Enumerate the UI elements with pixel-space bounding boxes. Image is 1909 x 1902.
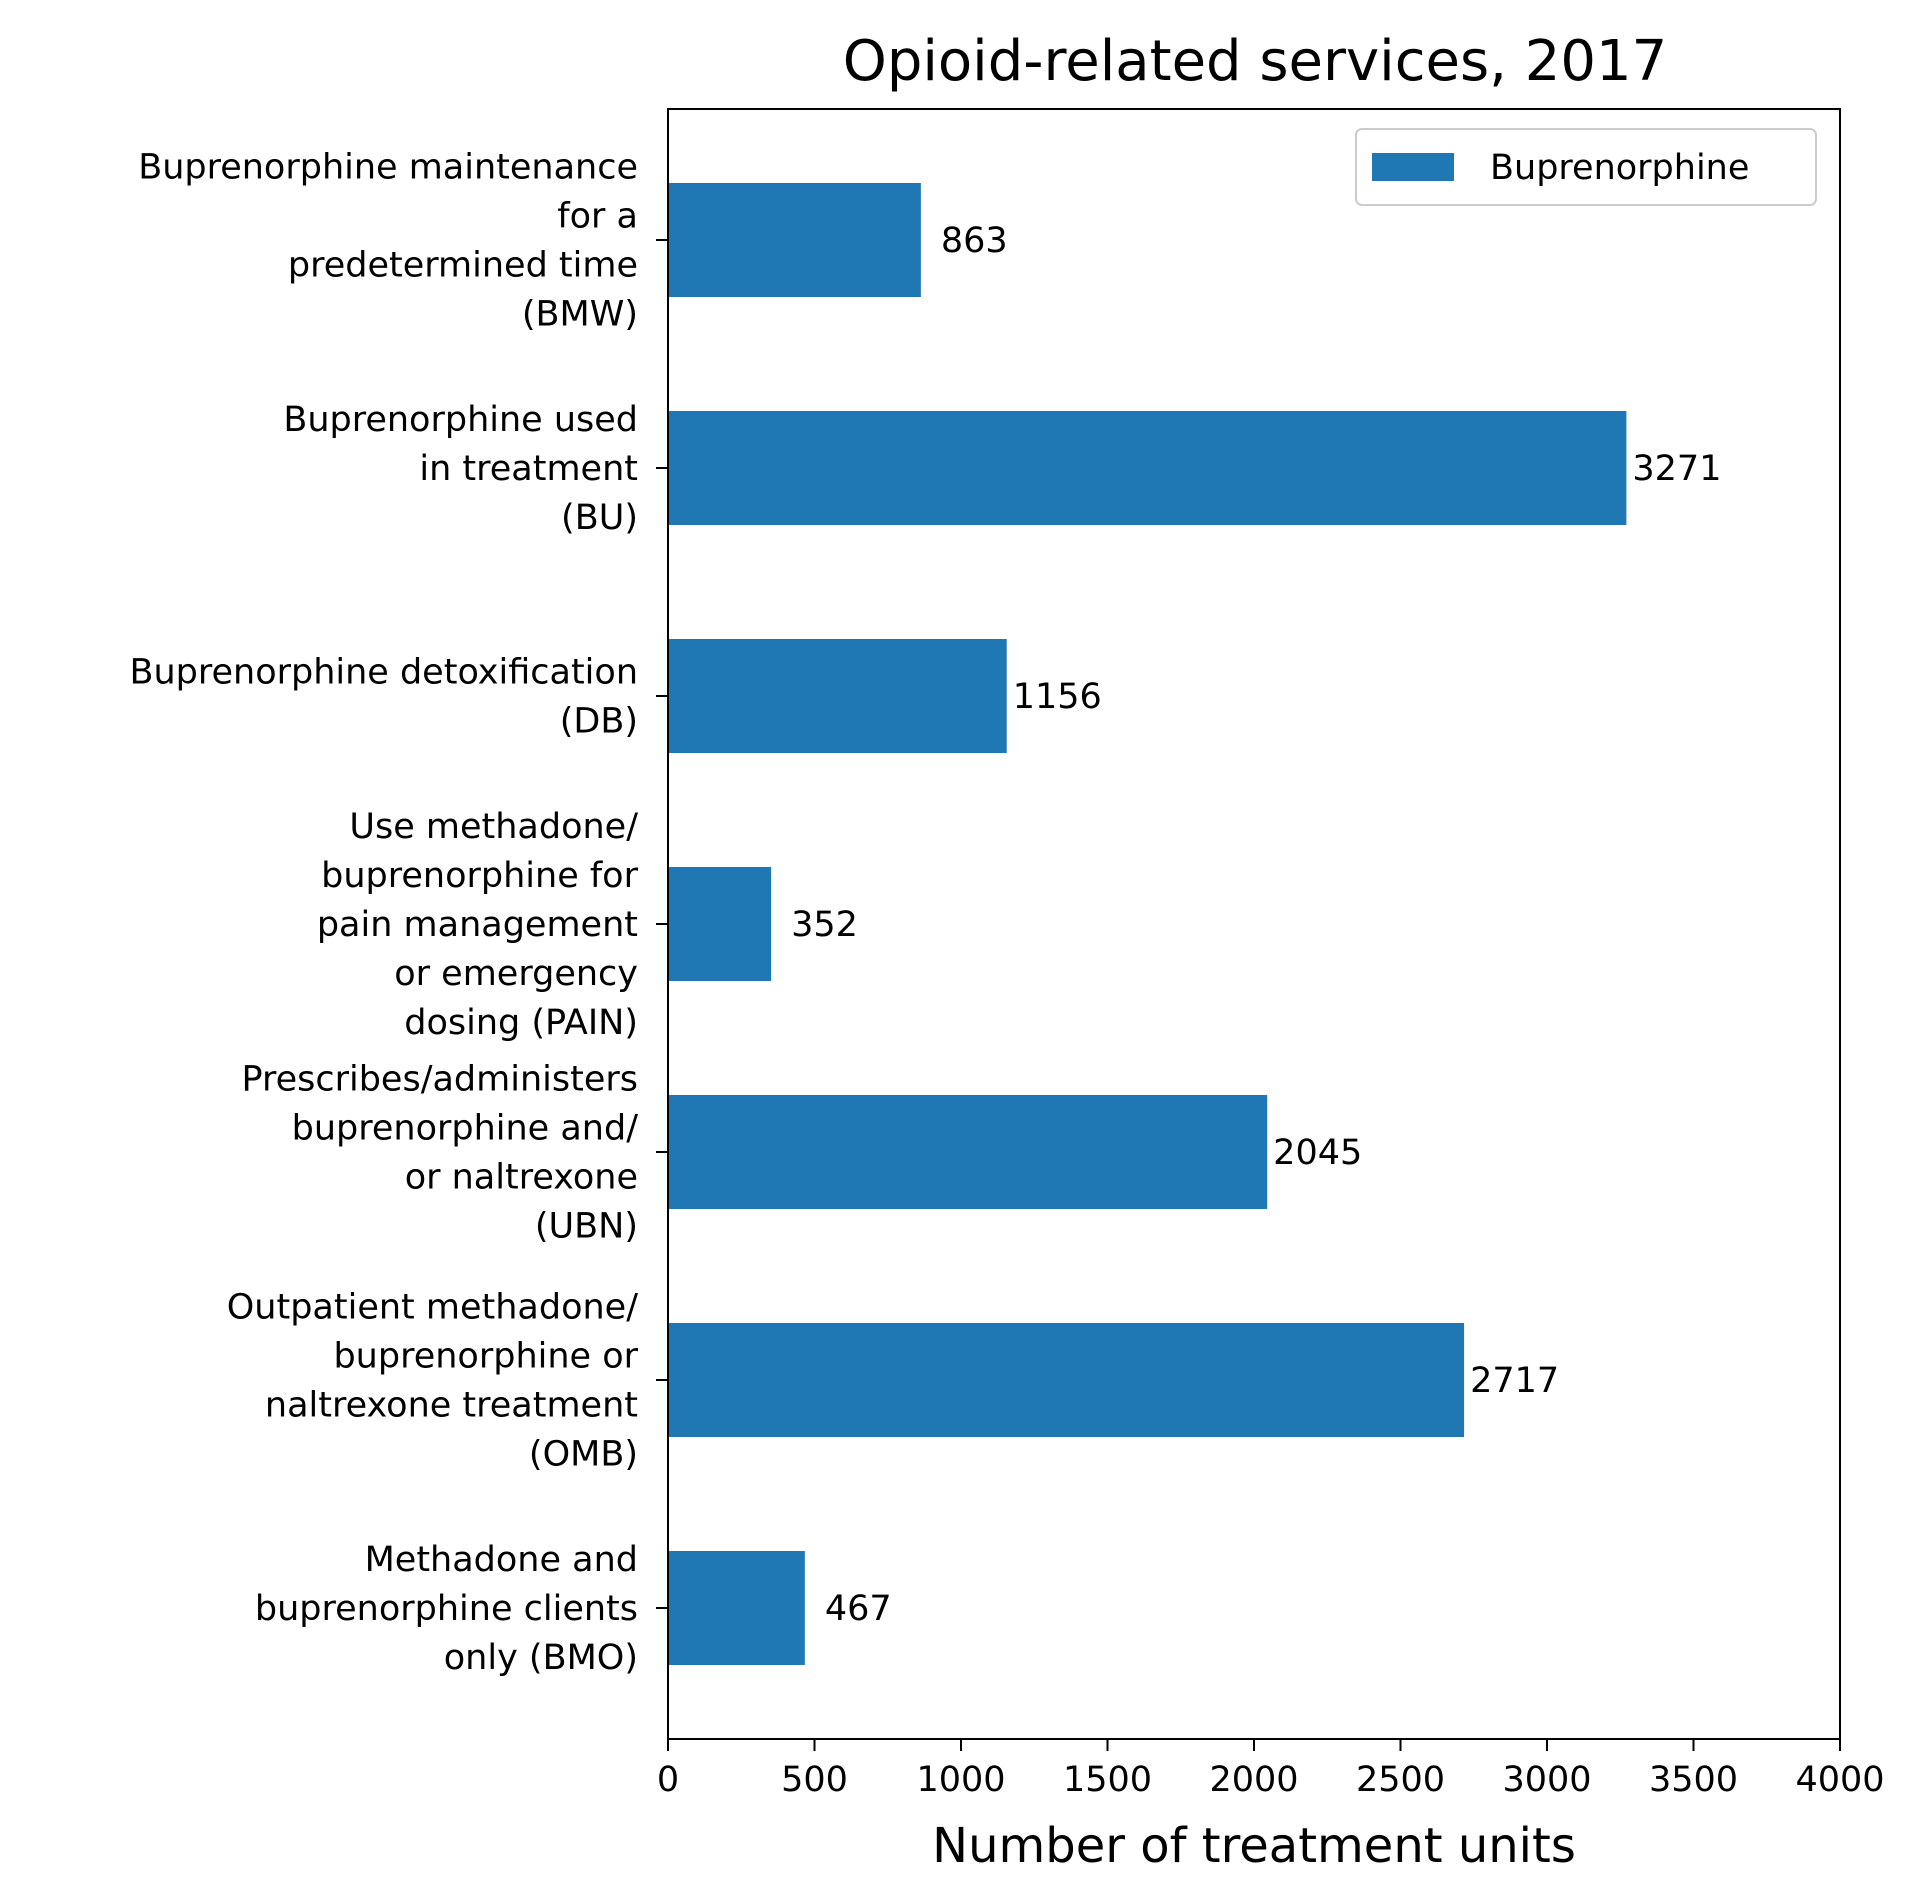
y-tick-label: Use methadone/buprenorphine for pain mana… [317,807,639,1043]
bar [668,1551,805,1665]
x-tick-label: 2500 [1356,1760,1445,1800]
y-tick-label: Buprenorphine used in treatment (BU) [283,400,638,538]
x-tick-label: 0 [657,1760,679,1800]
bar [668,867,772,981]
bar-value-label: 2717 [1470,1361,1559,1401]
chart-title: Opioid-related services, 2017 [843,29,1668,94]
plot-area: 863 Buprenorphine maintenance for a predete… [129,108,1885,1800]
x-tick-label: 4000 [1795,1760,1884,1800]
bar [668,1095,1268,1209]
bar [668,183,921,297]
y-tick-label: Prescribes/administers buprenorphine and/… [241,1060,638,1247]
x-tick-label: 3000 [1502,1760,1591,1800]
x-tick-label: 3500 [1649,1760,1738,1800]
y-tick-label: Buprenorphine detoxification (DB) [129,653,638,742]
y-tick-label: Methadone and buprenorphine clients only (… [255,1540,638,1678]
y-tick-label: Buprenorphine maintenance for a predetermi… [138,148,638,335]
bar-value-label: 2045 [1273,1133,1362,1173]
x-tick-label: 500 [781,1760,848,1800]
x-tick-label: 1500 [1063,1760,1152,1800]
bar-value-label: 3271 [1632,449,1721,489]
legend-swatch [1372,153,1454,181]
legend-box [1355,128,1817,206]
bar [668,639,1007,753]
bar-value-label: 352 [791,905,858,945]
x-tick-label: 1000 [916,1760,1005,1800]
bar [668,1323,1465,1437]
bar-value-label: 1156 [1013,677,1102,717]
y-tick-label: Outpatient methadone/buprenorphine or nal… [227,1288,639,1475]
bar-value-label: 863 [941,221,1008,261]
legend-label: Buprenorphine [1490,148,1749,188]
bar-value-label: 467 [825,1589,892,1629]
bar [668,411,1627,525]
x-axis-label: Number of treatment units [932,1818,1576,1874]
x-tick-label: 2000 [1209,1760,1298,1800]
